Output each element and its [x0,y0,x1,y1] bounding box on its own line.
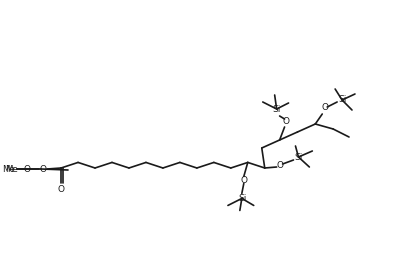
Text: Si: Si [239,194,247,203]
Text: Si: Si [338,95,346,104]
Text: O: O [282,117,289,126]
Text: Me: Me [3,165,15,174]
Text: O: O [240,176,247,185]
Text: Si: Si [294,152,303,161]
Text: Me: Me [5,165,18,174]
Text: O: O [40,165,47,174]
Text: O: O [58,184,65,193]
Text: O: O [322,104,329,113]
Text: O: O [24,165,31,174]
Text: Si: Si [272,104,281,113]
Text: O: O [276,161,283,170]
